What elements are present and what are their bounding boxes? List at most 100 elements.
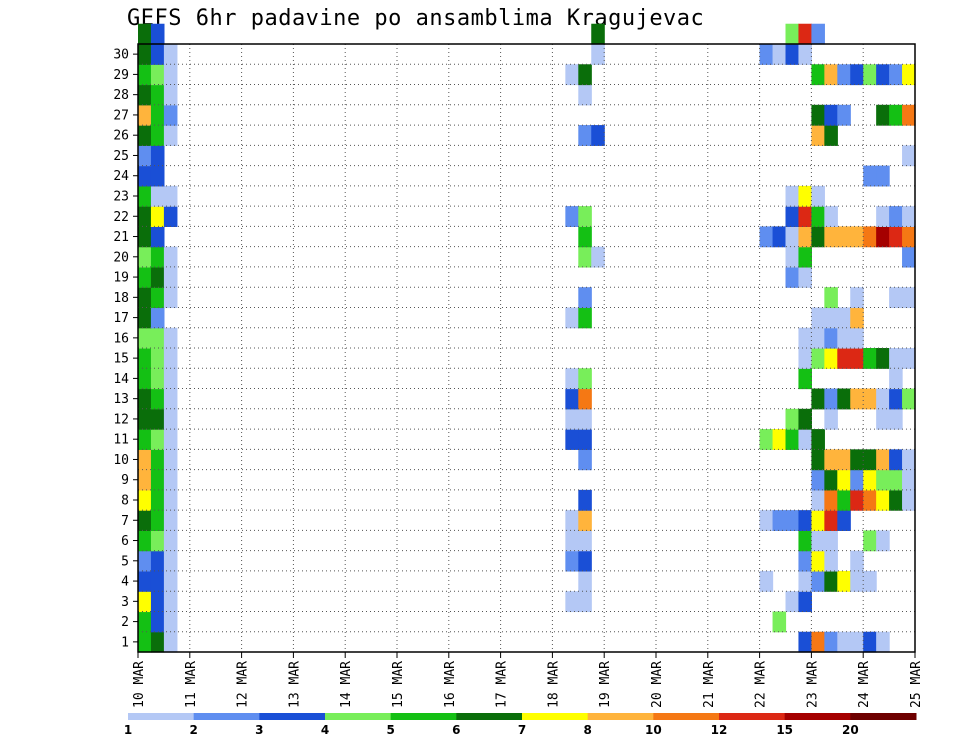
heatmap-cell [811,226,825,248]
heatmap-cell [163,591,178,613]
heatmap-cell [150,246,165,268]
heatmap-cell [759,44,774,65]
heatmap-cell [163,570,178,592]
chart-title: GEFS 6hr padavine po ansamblima Kragujev… [127,6,705,31]
heatmap-cell [811,125,825,146]
heatmap-cell [163,368,178,390]
x-tick-label: 10 MAR [132,661,147,708]
heatmap-cell [889,287,903,309]
heatmap-cell [824,510,838,531]
heatmap-cell [150,287,165,309]
heatmap-cell [150,206,165,227]
y-tick-label: 30 [113,48,129,63]
legend-label: 4 [321,723,329,737]
heatmap-cell [824,469,838,491]
heatmap-cell [565,591,579,613]
heatmap-cell [850,226,864,248]
x-tick-label: 12 MAR [236,661,251,708]
heatmap-cell [150,449,165,471]
y-tick-label: 2 [121,615,129,630]
heatmap-cell [850,64,864,86]
heatmap-cell [824,348,838,369]
heatmap-cell [150,408,165,430]
heatmap-cell [578,206,592,227]
heatmap-cell [163,408,178,430]
heatmap-cell [150,266,165,288]
heatmap-cell [150,84,165,106]
heatmap-cell [785,408,800,430]
heatmap-cell [785,23,800,45]
heatmap-cell [138,246,152,268]
heatmap-cell [138,307,152,329]
y-tick-label: 4 [121,575,129,590]
heatmap-cell [785,266,800,288]
heatmap-cell [163,611,178,633]
heatmap-cell [863,388,877,410]
heatmap-cell [150,611,165,633]
x-tick-label: 23 MAR [805,661,820,708]
heatmap-cell [578,510,592,531]
heatmap-cell [138,327,152,349]
heatmap-cell [150,64,165,86]
heatmap-cell [138,348,152,369]
heatmap-cell [850,550,864,572]
heatmap-cell [889,388,903,410]
x-axis-ticks: 10 MAR 11 MAR 12 MAR 13 MAR 14 MAR 15 MAR 16 M… [132,652,924,708]
heatmap-cell [902,469,916,491]
heatmap-cell [138,631,152,653]
heatmap-cell [578,429,592,450]
y-tick-label: 6 [121,534,129,549]
heatmap-cell [759,226,774,248]
heatmap-cell [863,469,877,491]
heatmap-cell [578,84,592,106]
heatmap-cell [902,226,916,248]
x-tick-label: 17 MAR [495,661,510,708]
heatmap-cell [811,348,825,369]
heatmap-cell [850,287,864,309]
heatmap-cell [759,570,774,592]
plot-frame [137,43,916,653]
heatmap-cell [150,327,165,349]
heatmap-cell [163,287,178,309]
heatmap-cell [138,64,152,86]
y-tick-label: 7 [121,514,129,529]
heatmap-cell [889,348,903,369]
heatmap-cell [150,226,165,248]
heatmap-cell [837,104,851,126]
heatmap-cell [565,408,579,430]
heatmap-cell [811,307,825,329]
legend-swatch [850,713,917,720]
heatmap-cell [150,307,165,329]
heatmap-cell [811,388,825,410]
y-tick-label: 28 [113,88,129,103]
heatmap-cell [876,206,890,227]
legend-label: 7 [518,723,526,737]
heatmap-cell [902,489,916,511]
heatmap-cell [863,631,877,653]
heatmap-cell [138,489,152,511]
heatmap-cell [759,510,774,531]
x-tick-label: 18 MAR [546,661,561,708]
heatmap-cell [798,550,812,572]
x-tick-label: 20 MAR [650,661,665,708]
heatmap-cell [889,104,903,126]
heatmap-cell [138,206,152,227]
heatmap-cell [150,44,165,65]
heatmap-cell [876,489,890,511]
y-tick-label: 8 [121,494,129,509]
heatmap-cell [578,226,592,248]
heatmap-cell [837,226,851,248]
y-tick-label: 26 [113,129,129,144]
heatmap-cell [163,266,178,288]
y-tick-label: 16 [113,331,129,346]
heatmap-cell [798,348,812,369]
heatmap-cell [811,510,825,531]
heatmap-cell [163,631,178,653]
heatmap-cell [811,530,825,552]
heatmap-cell [876,530,890,552]
heatmap-cell [163,550,178,572]
heatmap-cell [837,631,851,653]
heatmap-cell [863,530,877,552]
heatmap-cell [824,125,838,146]
heatmap-cell [785,226,800,248]
